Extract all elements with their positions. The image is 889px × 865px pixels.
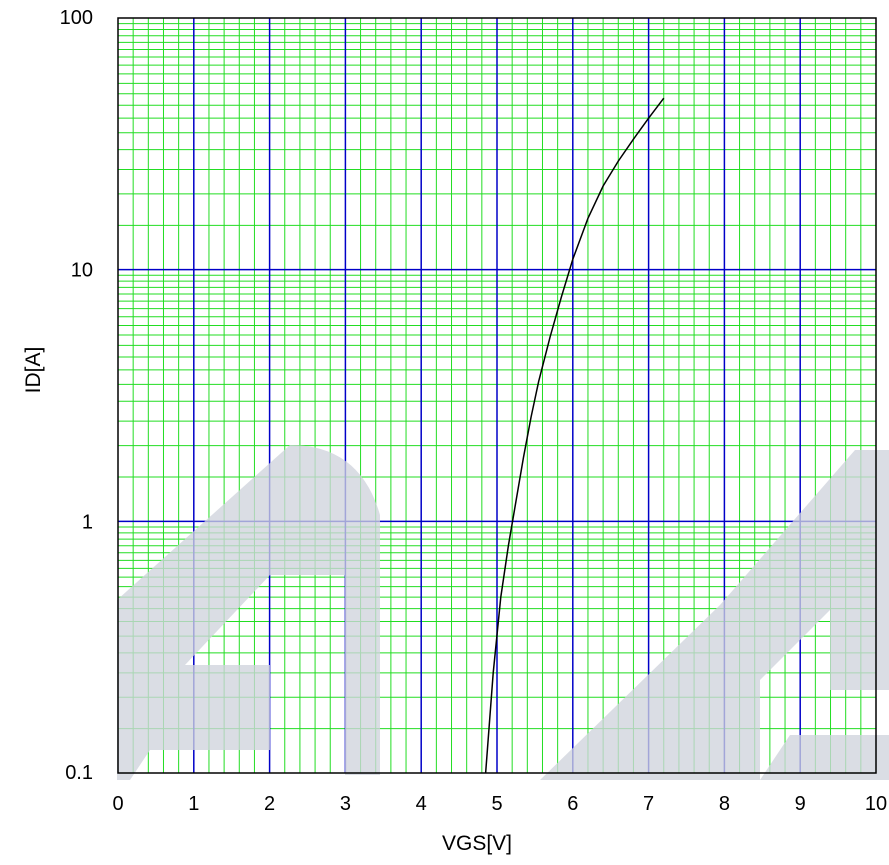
y-tick-labels: 0.1 1 10 100 [60, 7, 93, 784]
x-tick-label: 7 [643, 793, 654, 815]
x-tick-label: 8 [719, 793, 730, 815]
x-tick-label: 1 [188, 793, 199, 815]
x-tick-label: 10 [865, 793, 887, 815]
x-tick-labels: 0 1 2 3 4 5 6 7 8 9 10 [112, 793, 887, 815]
y-tick-label: 10 [71, 260, 93, 282]
y-tick-label: 1 [82, 511, 93, 533]
series-0-line [484, 97, 665, 774]
x-tick-label: 3 [340, 793, 351, 815]
x-tick-label: 2 [264, 793, 275, 815]
y-axis-label: ID[A] [22, 347, 45, 394]
x-axis-label: VGS[V] [442, 832, 512, 855]
x-tick-label: 4 [416, 793, 427, 815]
y-tick-label: 100 [60, 7, 93, 29]
x-tick-label: 0 [112, 793, 123, 815]
x-tick-label: 6 [567, 793, 578, 815]
x-tick-label: 9 [795, 793, 806, 815]
plot-frame [117, 17, 877, 774]
x-tick-label: 5 [491, 793, 502, 815]
y-tick-label: 0.1 [65, 762, 93, 784]
watermark-logo [117, 445, 889, 780]
